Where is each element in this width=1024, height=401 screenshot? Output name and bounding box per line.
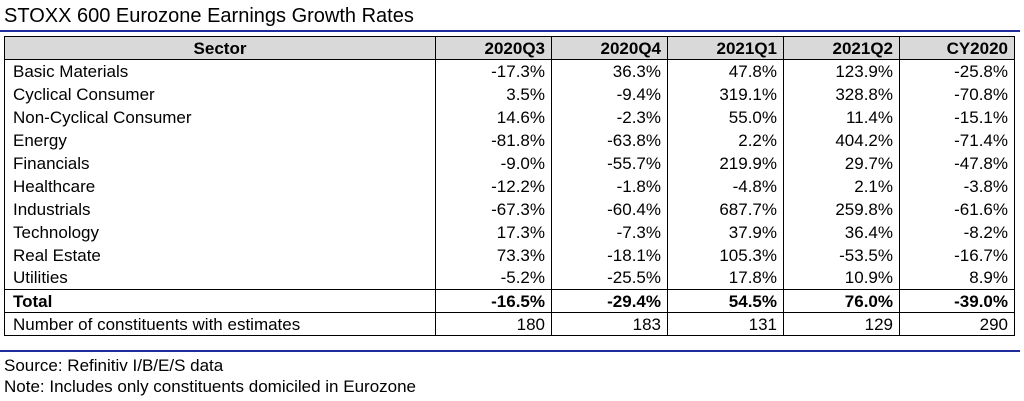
value-cell: 183 bbox=[551, 312, 668, 336]
table-row: Financials -9.0% -55.7% 219.9% 29.7% -47.8% bbox=[4, 151, 1015, 175]
value-cell: 319.1% bbox=[667, 82, 784, 106]
value-cell: 11.4% bbox=[783, 105, 900, 129]
footer-divider bbox=[0, 350, 1020, 352]
value-cell: 36.3% bbox=[551, 59, 668, 83]
value-cell: -15.1% bbox=[899, 105, 1015, 129]
sector-name-cell: Healthcare bbox=[4, 174, 436, 198]
column-header: 2021Q2 bbox=[783, 36, 900, 60]
table-row: Utilities -5.2% -25.5% 17.8% 10.9% 8.9% bbox=[4, 266, 1015, 290]
value-cell: 290 bbox=[899, 312, 1015, 336]
value-cell: -8.2% bbox=[899, 220, 1015, 244]
value-cell: 259.8% bbox=[783, 197, 900, 221]
value-cell: -47.8% bbox=[899, 151, 1015, 175]
value-cell: -70.8% bbox=[899, 82, 1015, 106]
value-cell: -9.0% bbox=[435, 151, 552, 175]
value-cell: -5.2% bbox=[435, 266, 552, 290]
title-divider bbox=[0, 30, 1020, 32]
value-cell: -3.8% bbox=[899, 174, 1015, 198]
value-cell: -81.8% bbox=[435, 128, 552, 152]
sector-name-cell: Basic Materials bbox=[4, 59, 436, 83]
sector-name-cell: Technology bbox=[4, 220, 436, 244]
table-row: Healthcare -12.2% -1.8% -4.8% 2.1% -3.8% bbox=[4, 174, 1015, 198]
value-cell: -16.5% bbox=[435, 289, 552, 313]
value-cell: 404.2% bbox=[783, 128, 900, 152]
value-cell: 47.8% bbox=[667, 59, 784, 83]
sector-name-cell: Utilities bbox=[4, 266, 436, 290]
sector-name-cell: Cyclical Consumer bbox=[4, 82, 436, 106]
column-header: 2020Q4 bbox=[551, 36, 668, 60]
value-cell: 17.3% bbox=[435, 220, 552, 244]
sector-name-cell: Energy bbox=[4, 128, 436, 152]
value-cell: 54.5% bbox=[667, 289, 784, 313]
value-cell: 29.7% bbox=[783, 151, 900, 175]
page-title: STOXX 600 Eurozone Earnings Growth Rates bbox=[4, 5, 414, 27]
column-header: CY2020 bbox=[899, 36, 1015, 60]
value-cell: 328.8% bbox=[783, 82, 900, 106]
table-row: Energy -81.8% -63.8% 2.2% 404.2% -71.4% bbox=[4, 128, 1015, 152]
value-cell: -25.5% bbox=[551, 266, 668, 290]
value-cell: 73.3% bbox=[435, 243, 552, 267]
table-header-row: Sector 2020Q3 2020Q4 2021Q1 2021Q2 CY202… bbox=[4, 36, 1015, 60]
value-cell: 105.3% bbox=[667, 243, 784, 267]
value-cell: 14.6% bbox=[435, 105, 552, 129]
table-row: Basic Materials -17.3% 36.3% 47.8% 123.9% -25… bbox=[4, 59, 1015, 83]
value-cell: -17.3% bbox=[435, 59, 552, 83]
value-cell: 36.4% bbox=[783, 220, 900, 244]
value-cell: 3.5% bbox=[435, 82, 552, 106]
value-cell: 219.9% bbox=[667, 151, 784, 175]
value-cell: -2.3% bbox=[551, 105, 668, 129]
value-cell: -61.6% bbox=[899, 197, 1015, 221]
value-cell: 37.9% bbox=[667, 220, 784, 244]
total-row: Total -16.5% -29.4% 54.5% 76.0% -39.0% bbox=[4, 289, 1015, 313]
value-cell: -67.3% bbox=[435, 197, 552, 221]
value-cell: 131 bbox=[667, 312, 784, 336]
value-cell: -9.4% bbox=[551, 82, 668, 106]
value-cell: 129 bbox=[783, 312, 900, 336]
sector-name-cell: Industrials bbox=[4, 197, 436, 221]
value-cell: -29.4% bbox=[551, 289, 668, 313]
value-cell: 180 bbox=[435, 312, 552, 336]
constituents-row: Number of constituents with estimates 180… bbox=[4, 312, 1015, 336]
column-header: 2021Q1 bbox=[667, 36, 784, 60]
earnings-table-container: Sector 2020Q3 2020Q4 2021Q1 2021Q2 CY202… bbox=[4, 36, 1015, 336]
value-cell: -39.0% bbox=[899, 289, 1015, 313]
value-cell: -16.7% bbox=[899, 243, 1015, 267]
value-cell: -12.2% bbox=[435, 174, 552, 198]
sector-name-cell: Financials bbox=[4, 151, 436, 175]
value-cell: -53.5% bbox=[783, 243, 900, 267]
value-cell: 2.1% bbox=[783, 174, 900, 198]
value-cell: -55.7% bbox=[551, 151, 668, 175]
value-cell: 8.9% bbox=[899, 266, 1015, 290]
value-cell: 55.0% bbox=[667, 105, 784, 129]
value-cell: -1.8% bbox=[551, 174, 668, 198]
value-cell: -4.8% bbox=[667, 174, 784, 198]
value-cell: 2.2% bbox=[667, 128, 784, 152]
value-cell: -71.4% bbox=[899, 128, 1015, 152]
sector-name-cell: Real Estate bbox=[4, 243, 436, 267]
sector-name-cell: Number of constituents with estimates bbox=[4, 312, 436, 336]
table-row: Non-Cyclical Consumer 14.6% -2.3% 55.0% 11.4… bbox=[4, 105, 1015, 129]
value-cell: -25.8% bbox=[899, 59, 1015, 83]
value-cell: -7.3% bbox=[551, 220, 668, 244]
sector-name-cell: Total bbox=[4, 289, 436, 313]
table-row: Cyclical Consumer 3.5% -9.4% 319.1% 328.8% -7… bbox=[4, 82, 1015, 106]
column-header: Sector bbox=[4, 36, 436, 60]
table-row: Technology 17.3% -7.3% 37.9% 36.4% -8.2% bbox=[4, 220, 1015, 244]
footnote: Note: Includes only constituents domicil… bbox=[4, 377, 417, 396]
value-cell: -60.4% bbox=[551, 197, 668, 221]
table-row: Real Estate 73.3% -18.1% 105.3% -53.5% -16.7% bbox=[4, 243, 1015, 267]
earnings-growth-table: Sector 2020Q3 2020Q4 2021Q1 2021Q2 CY202… bbox=[4, 36, 1015, 336]
column-header: 2020Q3 bbox=[435, 36, 552, 60]
value-cell: 17.8% bbox=[667, 266, 784, 290]
value-cell: 10.9% bbox=[783, 266, 900, 290]
value-cell: -18.1% bbox=[551, 243, 668, 267]
value-cell: 123.9% bbox=[783, 59, 900, 83]
source-note: Source: Refinitiv I/B/E/S data bbox=[4, 356, 224, 375]
sector-name-cell: Non-Cyclical Consumer bbox=[4, 105, 436, 129]
value-cell: -63.8% bbox=[551, 128, 668, 152]
table-row: Industrials -67.3% -60.4% 687.7% 259.8% -61.6… bbox=[4, 197, 1015, 221]
value-cell: 76.0% bbox=[783, 289, 900, 313]
value-cell: 687.7% bbox=[667, 197, 784, 221]
